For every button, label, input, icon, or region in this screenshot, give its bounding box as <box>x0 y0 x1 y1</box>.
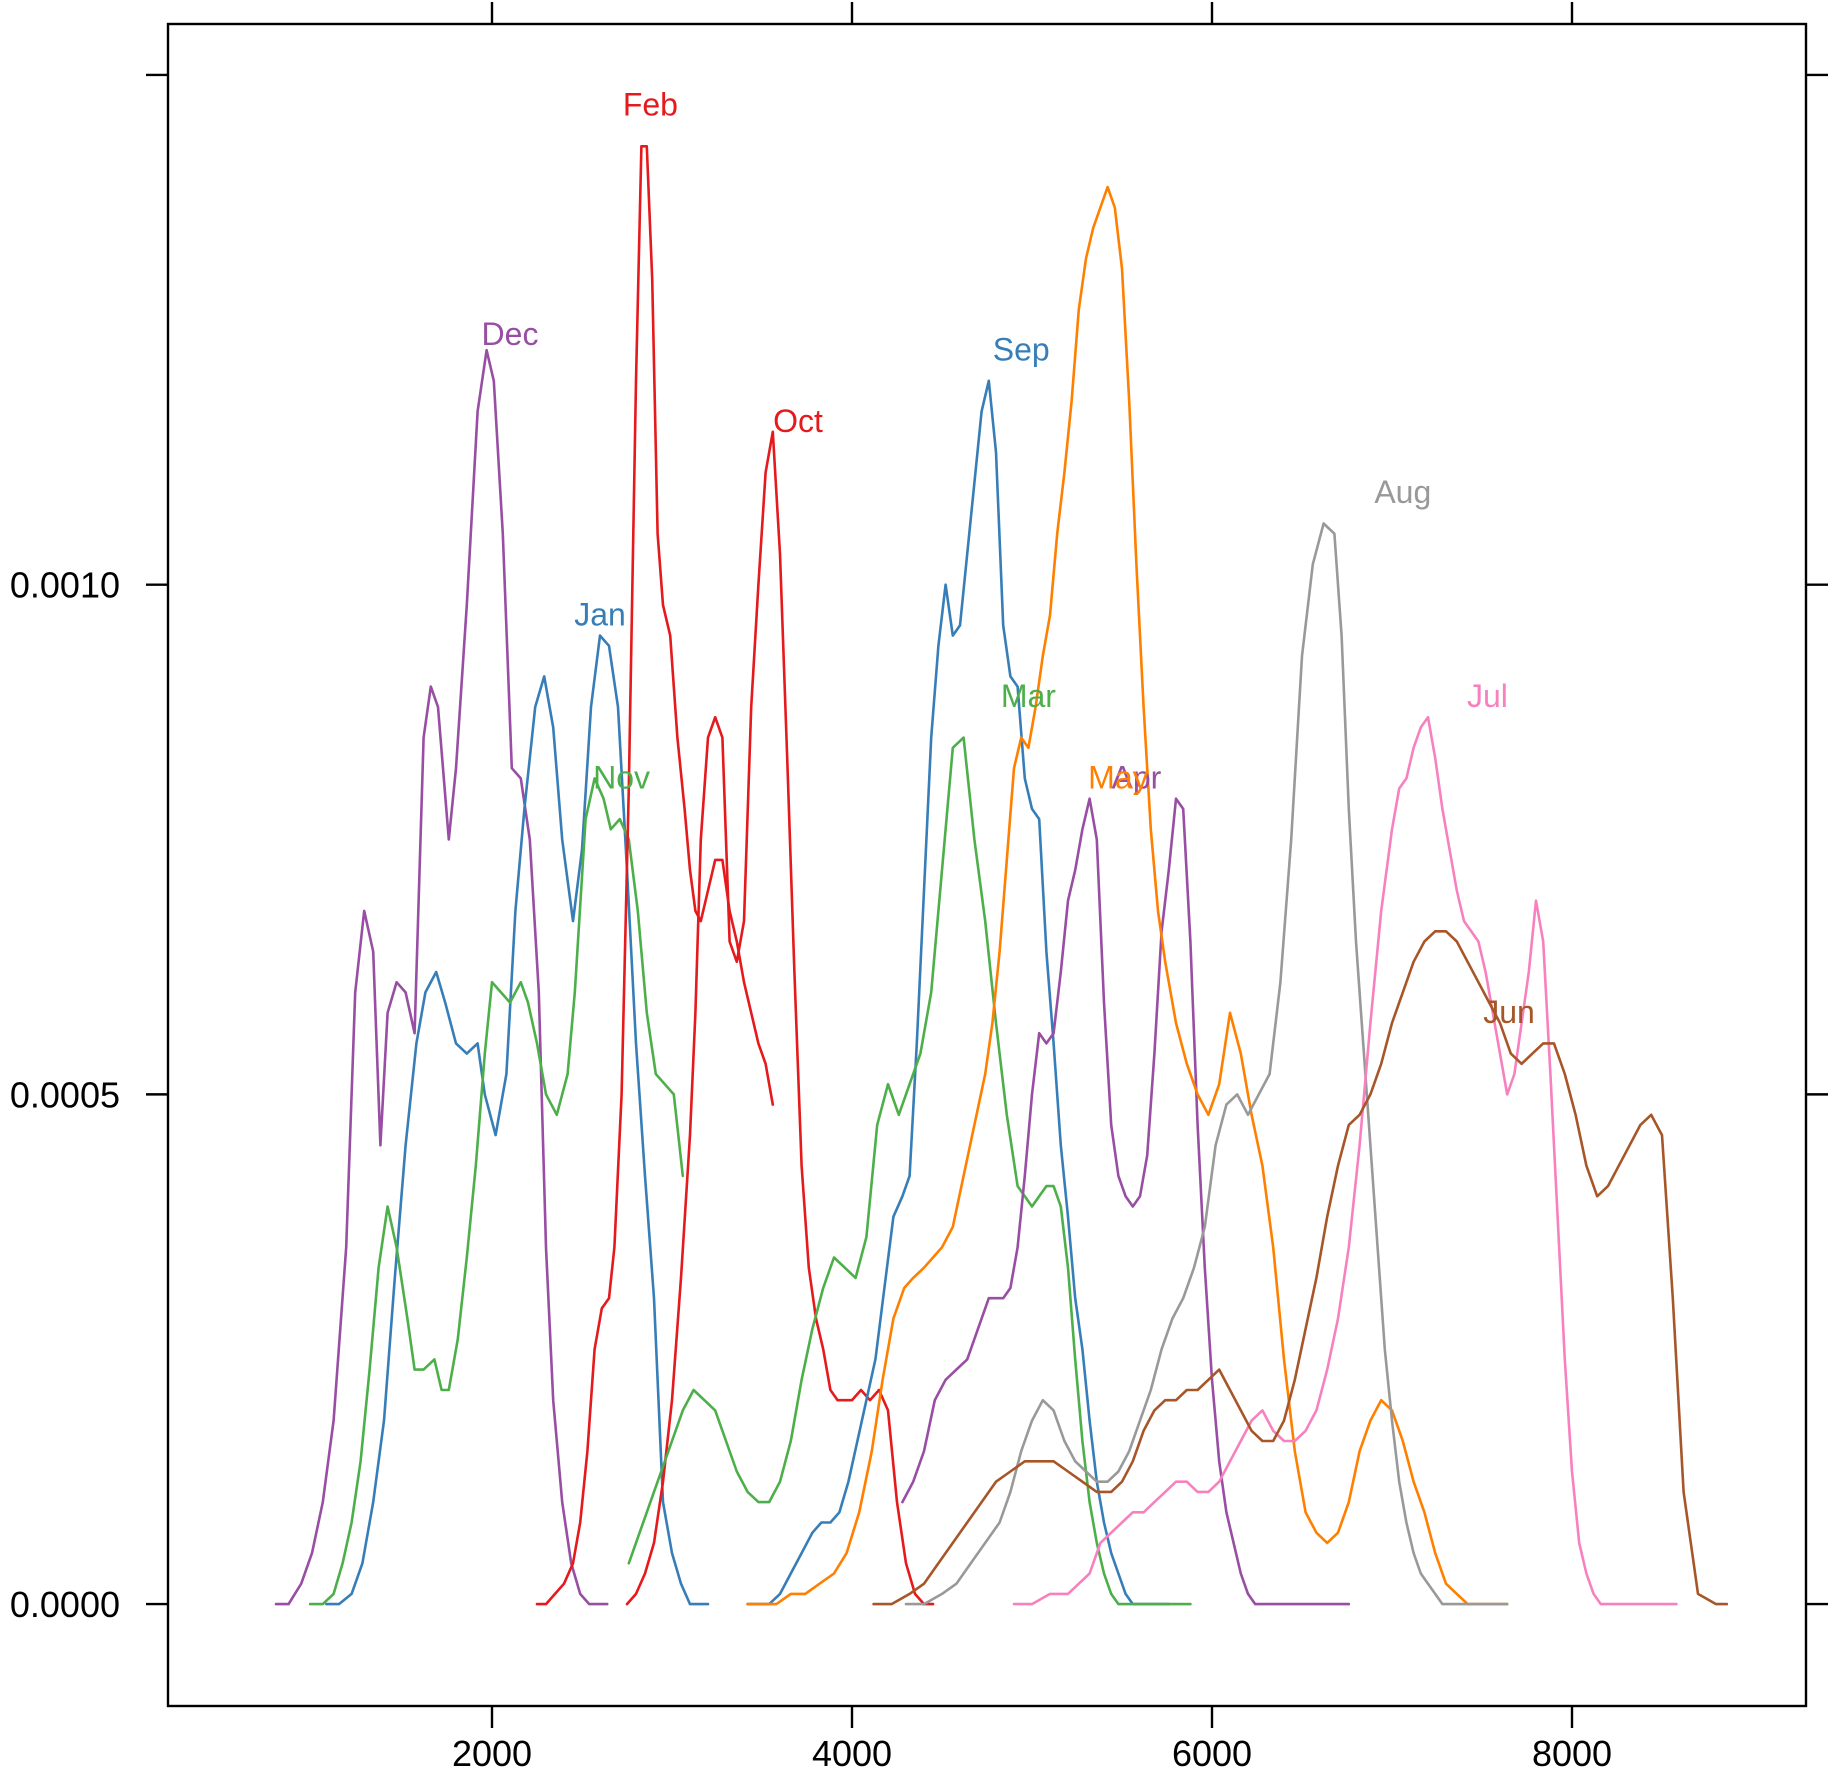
series-line-oct <box>625 430 935 1606</box>
x-tick-label: 4000 <box>812 1733 892 1774</box>
series-label-feb: Feb <box>623 87 678 123</box>
series-line-dec <box>274 348 609 1606</box>
series-layer <box>274 145 1729 1606</box>
y-tick-label: 0.0005 <box>10 1074 120 1115</box>
series-label-jun: Jun <box>1483 994 1535 1030</box>
x-tick-label: 2000 <box>452 1733 532 1774</box>
series-line-apr <box>901 797 1351 1606</box>
series-line-jul <box>1012 715 1678 1606</box>
series-line-jun <box>872 929 1729 1606</box>
axis-layer: 2000 4000 6000 8000 0.0000 0.0005 0.0010 <box>10 2 1828 1774</box>
series-label-aug: Aug <box>1374 474 1431 510</box>
plot-frame <box>166 22 1808 1708</box>
series-label-dec: Dec <box>482 316 539 352</box>
series-line-mar <box>627 736 1192 1606</box>
series-line-feb <box>535 145 775 1606</box>
series-line-nov <box>308 777 685 1606</box>
series-label-sep: Sep <box>993 331 1050 367</box>
series-line-may <box>746 185 1509 1606</box>
series-line-aug <box>904 522 1509 1606</box>
series-line-sep <box>746 379 1171 1606</box>
y-tick-label: 0.0010 <box>10 565 120 606</box>
series-label-oct: Oct <box>773 403 823 439</box>
series-label-nov: Nov <box>593 760 650 796</box>
series-label-jul: Jul <box>1467 678 1508 714</box>
x-tick-label: 8000 <box>1532 1733 1612 1774</box>
series-label-may: May <box>1088 760 1148 796</box>
x-tick-label: 6000 <box>1172 1733 1252 1774</box>
y-tick-label: 0.0000 <box>10 1584 120 1625</box>
series-label-mar: Mar <box>1001 678 1056 714</box>
series-label-apr: Apr <box>1112 760 1162 796</box>
series-label-jan: Jan <box>574 596 626 632</box>
series-line-jan <box>325 634 710 1606</box>
